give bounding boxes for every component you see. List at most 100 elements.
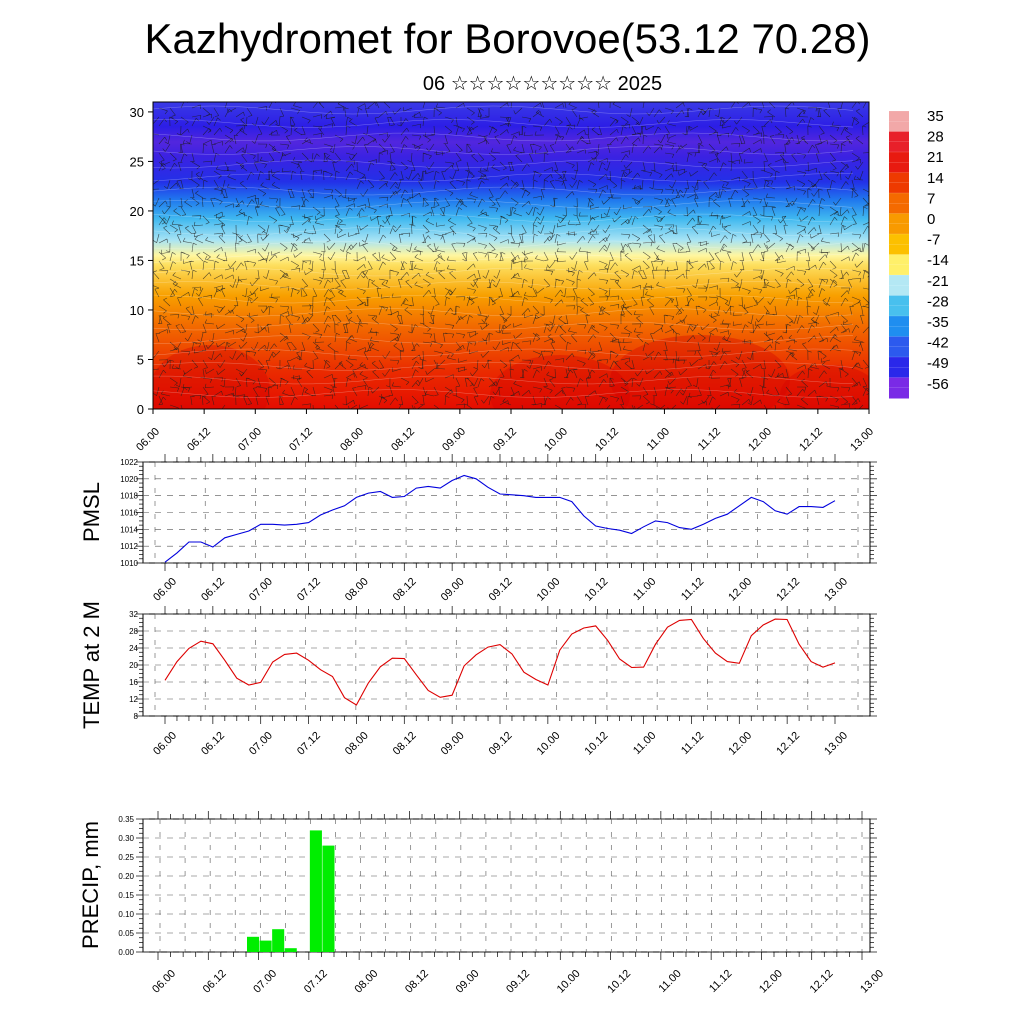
wind-barb-feather <box>507 102 509 107</box>
wind-barb <box>235 377 241 386</box>
wind-barb-feather <box>229 356 233 360</box>
wind-barb <box>568 104 578 109</box>
wind-barb <box>378 225 381 235</box>
wind-barb-feather <box>424 390 428 395</box>
wind-barb-feather <box>846 135 850 138</box>
wind-barb <box>711 314 721 318</box>
wind-barb <box>191 359 198 368</box>
wind-barb <box>356 271 363 280</box>
wind-barb-feather <box>603 379 607 383</box>
wind-barb-feather <box>624 252 629 256</box>
wind-barb-feather <box>705 296 708 301</box>
wind-barb <box>532 234 535 244</box>
wind-barb <box>235 234 237 244</box>
wind-barb <box>484 314 490 323</box>
wind-barb-feather <box>735 364 740 368</box>
wind-barb <box>499 324 505 334</box>
wind-barb-feather <box>329 174 333 178</box>
wind-barb <box>200 332 204 342</box>
wind-barb-feather <box>659 109 662 114</box>
y-tick-label: 0.00 <box>118 948 134 957</box>
wind-barb <box>785 243 791 253</box>
wind-barb-feather <box>208 339 213 343</box>
wind-barb-feather <box>481 180 485 184</box>
wind-barb-feather <box>196 252 201 255</box>
wind-barb-feather <box>644 282 648 287</box>
wind-barb <box>510 207 513 217</box>
wind-barb-feather <box>528 390 531 395</box>
wind-barb-feather <box>676 332 681 335</box>
wind-barb-feather <box>278 224 283 227</box>
wind-barb <box>255 207 259 217</box>
wind-barb <box>642 342 646 352</box>
wind-barb-feather <box>666 386 671 390</box>
wind-barb <box>290 161 300 166</box>
wind-barb-feather <box>203 367 208 369</box>
wind-barb <box>664 298 672 307</box>
wind-barb <box>442 234 446 244</box>
colorbar-label: -7 <box>927 232 940 249</box>
wind-barb-feather <box>309 403 312 408</box>
wind-barb <box>469 194 479 199</box>
wind-barb-feather <box>534 170 539 174</box>
wind-barb-feather <box>462 252 467 254</box>
wind-barb-feather <box>188 292 190 297</box>
wind-barb-feather <box>425 231 430 234</box>
wind-barb-feather <box>833 334 837 338</box>
wind-barb-feather <box>871 121 872 125</box>
wind-barb-feather <box>371 280 376 284</box>
wind-barb <box>719 277 729 280</box>
wind-barb-feather <box>471 121 475 125</box>
wind-barb-feather <box>578 114 581 119</box>
wind-barb <box>411 260 414 270</box>
wind-barb-feather <box>473 289 476 294</box>
wind-barb <box>268 306 271 316</box>
wind-barb <box>466 116 475 123</box>
wind-barb <box>356 314 362 323</box>
wind-barb <box>473 377 479 387</box>
wind-barb <box>730 189 736 199</box>
wind-barb-feather <box>481 319 485 323</box>
wind-barb <box>774 386 780 396</box>
wind-barb-feather <box>820 249 823 254</box>
wind-barb-feather <box>283 338 288 341</box>
wind-barb-feather <box>689 362 692 366</box>
wind-barb-feather <box>581 136 585 140</box>
wind-barb <box>499 368 505 378</box>
wind-barb-feather <box>340 279 345 282</box>
wind-barb-feather <box>327 315 332 320</box>
wind-barb-feather <box>383 102 384 103</box>
wind-barb <box>697 263 705 271</box>
wind-barb <box>266 269 270 279</box>
wind-barb <box>653 233 656 243</box>
wind-barb <box>267 387 270 397</box>
wind-barb-feather <box>492 346 496 350</box>
wind-barb-feather <box>844 216 848 220</box>
wind-barb <box>653 371 661 379</box>
wind-barb-feather <box>687 385 692 387</box>
wind-barb <box>348 338 358 343</box>
wind-barb <box>260 204 270 208</box>
wind-barb-feather <box>196 184 200 188</box>
wind-barb <box>822 364 831 370</box>
wind-barb <box>265 360 270 370</box>
wind-barb <box>675 224 678 234</box>
wind-barb-feather <box>215 165 219 170</box>
x-tick-label: 08.12 <box>391 576 419 604</box>
wind-barb-feather <box>162 257 166 261</box>
wind-barb <box>466 107 475 114</box>
wind-barb <box>469 332 479 338</box>
wind-barb <box>620 171 625 181</box>
wind-barb <box>158 107 168 112</box>
wind-barb <box>444 287 453 294</box>
wind-barb <box>829 334 835 343</box>
wind-barb <box>521 116 531 119</box>
wind-barb-feather <box>858 271 861 276</box>
wind-barb <box>202 128 210 136</box>
wind-barb <box>499 161 507 169</box>
wind-barb-feather <box>425 271 430 276</box>
wind-barb <box>543 167 553 172</box>
wind-barb-feather <box>264 164 267 168</box>
wind-barb <box>294 251 303 258</box>
wind-barb <box>851 269 861 273</box>
